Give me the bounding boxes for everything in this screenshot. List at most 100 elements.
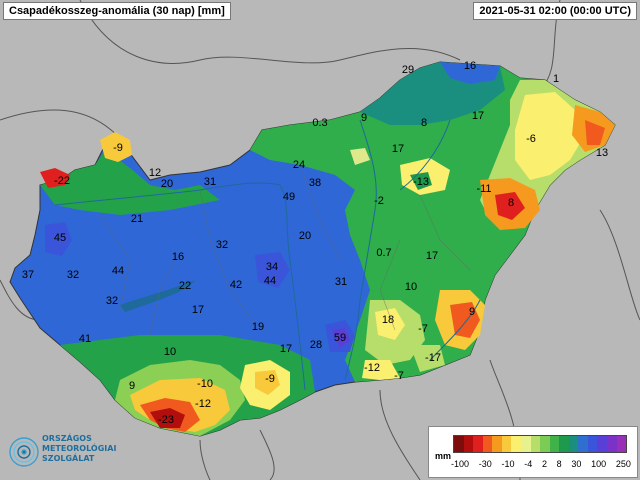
anomaly-value-label: 31	[204, 176, 216, 188]
legend-swatch	[511, 436, 521, 452]
anomaly-value-label: 32	[67, 269, 79, 281]
anomaly-value-label: 16	[172, 251, 184, 263]
anomaly-value-label: 44	[264, 275, 276, 287]
anomaly-value-label: 42	[230, 279, 242, 291]
anomaly-value-label: 0.3	[312, 117, 327, 129]
legend-tick: -4	[524, 459, 533, 469]
legend-unit: mm	[435, 451, 452, 461]
legend-tick: 30	[571, 459, 582, 469]
anomaly-value-label: 9	[469, 306, 475, 318]
anomaly-value-label: 45	[54, 232, 66, 244]
logo-line-2: METEOROLÓGIAI	[42, 444, 117, 453]
anomaly-value-label: 22	[179, 280, 191, 292]
legend-tick: 100	[591, 459, 607, 469]
logo-line-3: SZOLGÁLAT	[42, 454, 95, 463]
legend-tick: -10	[501, 459, 515, 469]
anomaly-value-label: 31	[335, 276, 347, 288]
anomaly-value-label: 17	[192, 304, 204, 316]
anomaly-value-label: 21	[131, 213, 143, 225]
anomaly-value-label: -13	[413, 176, 429, 188]
anomaly-value-label: 44	[112, 265, 124, 277]
map-title: Csapadékosszeg-anomália (30 nap) [mm]	[3, 2, 231, 20]
anomaly-value-label: 29	[402, 64, 414, 76]
anomaly-value-label: 28	[310, 339, 322, 351]
anomaly-value-label: 24	[293, 159, 305, 171]
anomaly-value-label: 41	[79, 333, 91, 345]
anomaly-value-label: -10	[197, 378, 213, 390]
legend-tick: 250	[615, 459, 631, 469]
legend-swatch	[540, 436, 550, 452]
anomaly-value-label: 37	[22, 269, 34, 281]
anomaly-value-label: 32	[106, 295, 118, 307]
anomaly-value-label: 32	[216, 239, 228, 251]
anomaly-value-label: 10	[164, 346, 176, 358]
anomaly-value-label: 16	[464, 60, 476, 72]
anomaly-value-label: -7	[394, 370, 404, 382]
legend-tick: 2	[541, 459, 547, 469]
map-timestamp: 2021-05-31 02:00 (00:00 UTC)	[473, 2, 637, 20]
anomaly-value-label: 1	[553, 73, 559, 85]
anomaly-value-label: -2	[374, 195, 384, 207]
anomaly-value-label: 17	[280, 343, 292, 355]
anomaly-value-label: 8	[421, 117, 427, 129]
color-legend: mm -100 -30 -10 -4 2 8 30 100 250	[428, 426, 638, 478]
rivers	[54, 119, 481, 391]
anomaly-value-label: -7	[418, 323, 428, 335]
legend-swatch	[501, 436, 512, 452]
logo-spiral-icon	[9, 437, 39, 467]
legend-swatch	[616, 436, 627, 452]
legend-ticks: -100 -30 -10 -4 2 8 30 100 250	[451, 459, 631, 469]
anomaly-value-label: 20	[161, 178, 173, 190]
anomaly-value-label: 17	[392, 143, 404, 155]
anomaly-value-label: 8	[508, 197, 514, 209]
anomaly-value-label: 19	[252, 321, 264, 333]
logo-line-1: ORSZÁGOS	[42, 434, 92, 443]
legend-swatch	[587, 436, 598, 452]
anomaly-value-label: 0.7	[376, 247, 391, 259]
anomaly-value-label: 9	[129, 380, 135, 392]
legend-swatch	[473, 436, 483, 452]
legend-swatch	[607, 436, 617, 452]
anomaly-value-label: -12	[364, 362, 380, 374]
logo-text: ORSZÁGOS METEOROLÓGIAI SZOLGÁLAT	[42, 434, 116, 464]
anomaly-value-label: -23	[158, 414, 174, 426]
anomaly-value-label: 12	[149, 167, 161, 179]
legend-swatch	[482, 436, 493, 452]
legend-swatch	[568, 436, 579, 452]
legend-color-bar	[453, 435, 627, 453]
anomaly-value-label: 17	[426, 250, 438, 262]
legend-tick: -30	[478, 459, 492, 469]
anomaly-value-label: -9	[265, 373, 275, 385]
anomaly-value-label: 13	[596, 147, 608, 159]
anomaly-value-label: 59	[334, 332, 346, 344]
county-lines	[99, 164, 471, 336]
legend-swatch	[549, 436, 560, 452]
anomaly-value-label: -17	[425, 352, 441, 364]
anomaly-value-label: 9	[361, 112, 367, 124]
omsz-logo	[9, 437, 39, 467]
legend-swatch	[463, 436, 474, 452]
anomaly-fields	[40, 62, 615, 436]
anomaly-value-label: -11	[476, 183, 491, 195]
anomaly-value-label: -22	[54, 175, 70, 187]
legend-swatch	[520, 436, 531, 452]
anomaly-value-label: 38	[309, 177, 321, 189]
legend-swatch	[578, 436, 588, 452]
anomaly-value-label: 17	[472, 110, 484, 122]
anomaly-value-label: -12	[195, 398, 211, 410]
legend-swatch	[530, 436, 541, 452]
legend-tick: -100	[451, 459, 470, 469]
anomaly-value-label: -6	[526, 133, 536, 145]
anomaly-value-label: 20	[299, 230, 311, 242]
anomaly-value-label: 34	[266, 261, 278, 273]
anomaly-value-label: 10	[405, 281, 417, 293]
anomaly-value-label: 18	[382, 314, 394, 326]
anomaly-value-label: 49	[283, 191, 295, 203]
legend-swatch	[454, 436, 464, 452]
anomaly-value-label: -9	[113, 142, 123, 154]
legend-swatch	[559, 436, 569, 452]
legend-swatch	[492, 436, 502, 452]
legend-tick: 8	[556, 459, 562, 469]
legend-swatch	[597, 436, 607, 452]
